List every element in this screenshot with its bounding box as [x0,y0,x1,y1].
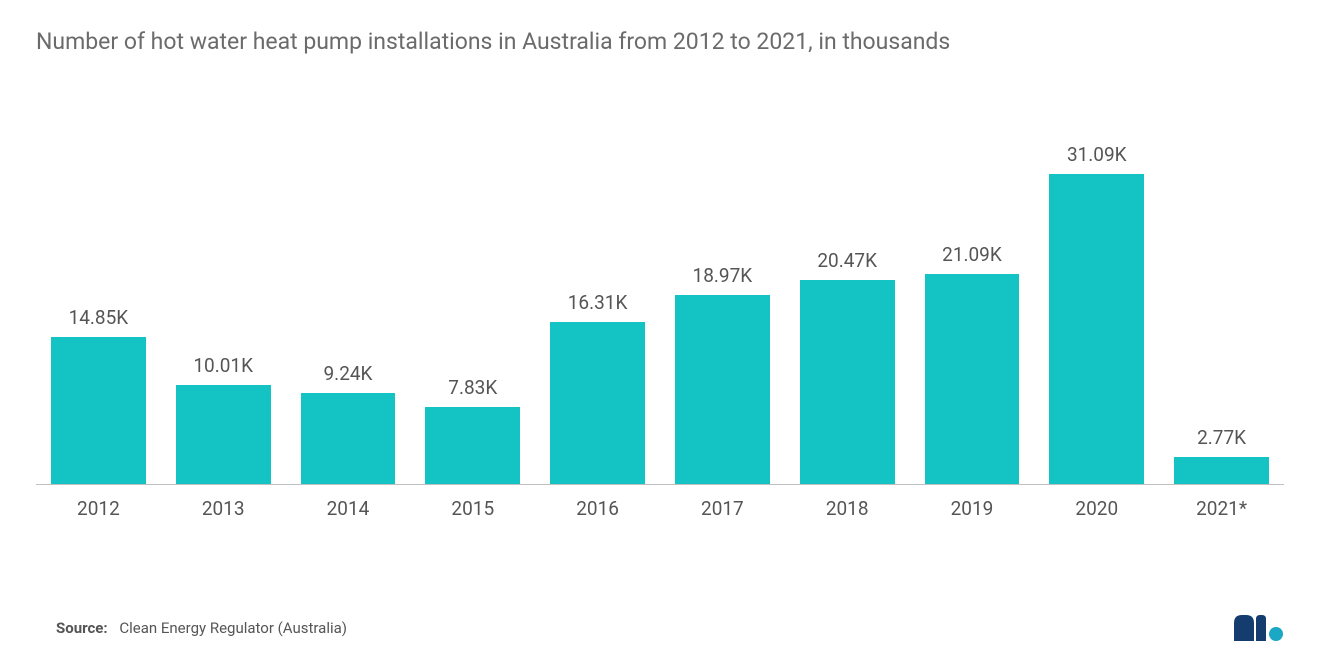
bar [675,295,770,485]
bar-group: 16.31K [535,105,660,485]
bar [925,274,1020,485]
source-label: Source: [56,619,108,637]
x-label: 2021* [1159,497,1284,520]
x-label: 2020 [1034,497,1159,520]
x-label: 2018 [785,497,910,520]
x-label: 2016 [535,497,660,520]
bar-group: 20.47K [785,105,910,485]
x-label: 2019 [910,497,1035,520]
bar-group: 14.85K [36,105,161,485]
bars-container: 14.85K 10.01K 9.24K 7.83K 16.31K 18.97K … [36,105,1284,485]
brand-logo-icon [1232,613,1284,643]
bar-group: 9.24K [286,105,411,485]
source-citation: Source: Clean Energy Regulator (Australi… [56,619,347,637]
bar [1049,174,1144,485]
bar-value-label: 14.85K [69,306,129,329]
chart-area: 14.85K 10.01K 9.24K 7.83K 16.31K 18.97K … [36,105,1284,545]
bar [51,337,146,486]
bar-group: 21.09K [910,105,1035,485]
bar-value-label: 20.47K [817,249,877,272]
bar-value-label: 2.77K [1197,426,1246,449]
bar [550,322,645,485]
bar-group: 18.97K [660,105,785,485]
x-axis-labels: 2012 2013 2014 2015 2016 2017 2018 2019 … [36,497,1284,520]
bar-group: 31.09K [1034,105,1159,485]
bar [425,407,520,485]
bar-value-label: 21.09K [942,243,1002,266]
bar-value-label: 31.09K [1067,143,1127,166]
x-label: 2014 [286,497,411,520]
x-axis-line [36,484,1284,485]
chart-title: Number of hot water heat pump installati… [36,28,1284,55]
bar-value-label: 16.31K [568,291,628,314]
x-label: 2017 [660,497,785,520]
bar-value-label: 9.24K [324,362,373,385]
chart-footer: Source: Clean Energy Regulator (Australi… [56,613,1284,643]
bar-group: 10.01K [161,105,286,485]
x-label: 2013 [161,497,286,520]
bar [301,393,396,485]
bar-value-label: 10.01K [193,354,253,377]
bar-group: 2.77K [1159,105,1284,485]
bar-value-label: 18.97K [693,264,753,287]
bar [800,280,895,485]
x-label: 2015 [410,497,535,520]
bar [176,385,271,485]
bar [1174,457,1269,485]
source-text: Clean Energy Regulator (Australia) [119,619,347,637]
bar-group: 7.83K [410,105,535,485]
bar-value-label: 7.83K [448,376,497,399]
x-label: 2012 [36,497,161,520]
